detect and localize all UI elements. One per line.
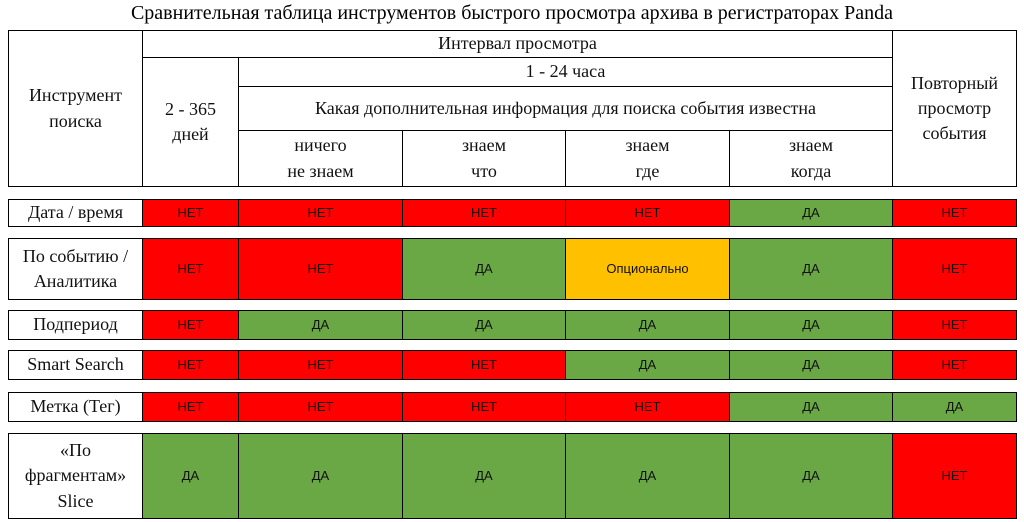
row-label: «По фрагментам» Slice xyxy=(8,433,143,519)
row-label: Метка (Тег) xyxy=(8,392,143,422)
header-cell: 2 - 365 дней xyxy=(142,57,239,187)
status-cell: НЕТ xyxy=(238,392,403,422)
status-cell: ДА xyxy=(238,433,403,519)
status-cell: ДА xyxy=(565,350,730,380)
row-label: Подпериод xyxy=(8,310,143,340)
status-cell: ДА xyxy=(729,310,893,340)
status-cell: НЕТ xyxy=(892,433,1017,519)
status-cell: НЕТ xyxy=(892,310,1017,340)
status-cell: НЕТ xyxy=(892,238,1017,300)
header-cell: Интервал просмотра xyxy=(142,30,893,58)
status-cell: НЕТ xyxy=(892,199,1017,227)
status-cell: НЕТ xyxy=(402,199,566,227)
status-cell: НЕТ xyxy=(238,238,403,300)
header-cell: Какая дополнительная информация для поис… xyxy=(238,86,893,131)
status-cell: ДА xyxy=(565,433,730,519)
status-cell: НЕТ xyxy=(142,350,239,380)
status-cell: НЕТ xyxy=(402,350,566,380)
status-cell: ДА xyxy=(729,433,893,519)
header-cell: знаем где xyxy=(565,130,730,187)
row-label: По событию / Аналитика xyxy=(8,238,143,300)
status-cell: НЕТ xyxy=(142,392,239,422)
status-cell: НЕТ xyxy=(238,350,403,380)
status-cell: ДА xyxy=(729,350,893,380)
status-cell: ДА xyxy=(402,310,566,340)
row-label: Дата / время xyxy=(8,199,143,227)
status-cell: НЕТ xyxy=(565,392,730,422)
table-title: Сравнительная таблица инструментов быстр… xyxy=(130,2,894,24)
status-cell: ДА xyxy=(402,433,566,519)
status-cell: ДА xyxy=(729,199,893,227)
status-cell: ДА xyxy=(729,392,893,422)
header-cell: Инструмент поиска xyxy=(8,30,143,187)
row-label: Smart Search xyxy=(8,350,143,380)
status-cell: НЕТ xyxy=(142,238,239,300)
status-cell: ДА xyxy=(238,310,403,340)
status-cell: ДА xyxy=(892,392,1017,422)
status-cell: НЕТ xyxy=(142,310,239,340)
header-cell: 1 - 24 часа xyxy=(238,57,893,87)
status-cell: НЕТ xyxy=(402,392,566,422)
header-cell: Повторный просмотр события xyxy=(892,30,1017,187)
status-cell: НЕТ xyxy=(892,350,1017,380)
status-cell: ДА xyxy=(565,310,730,340)
status-cell: НЕТ xyxy=(238,199,403,227)
status-cell: ДА xyxy=(729,238,893,300)
status-cell: Опционально xyxy=(565,238,730,300)
header-cell: знаем когда xyxy=(729,130,893,187)
status-cell: НЕТ xyxy=(565,199,730,227)
header-cell: знаем что xyxy=(402,130,566,187)
status-cell: ДА xyxy=(402,238,566,300)
status-cell: НЕТ xyxy=(142,199,239,227)
header-cell: ничего не знаем xyxy=(238,130,403,187)
status-cell: ДА xyxy=(142,433,239,519)
